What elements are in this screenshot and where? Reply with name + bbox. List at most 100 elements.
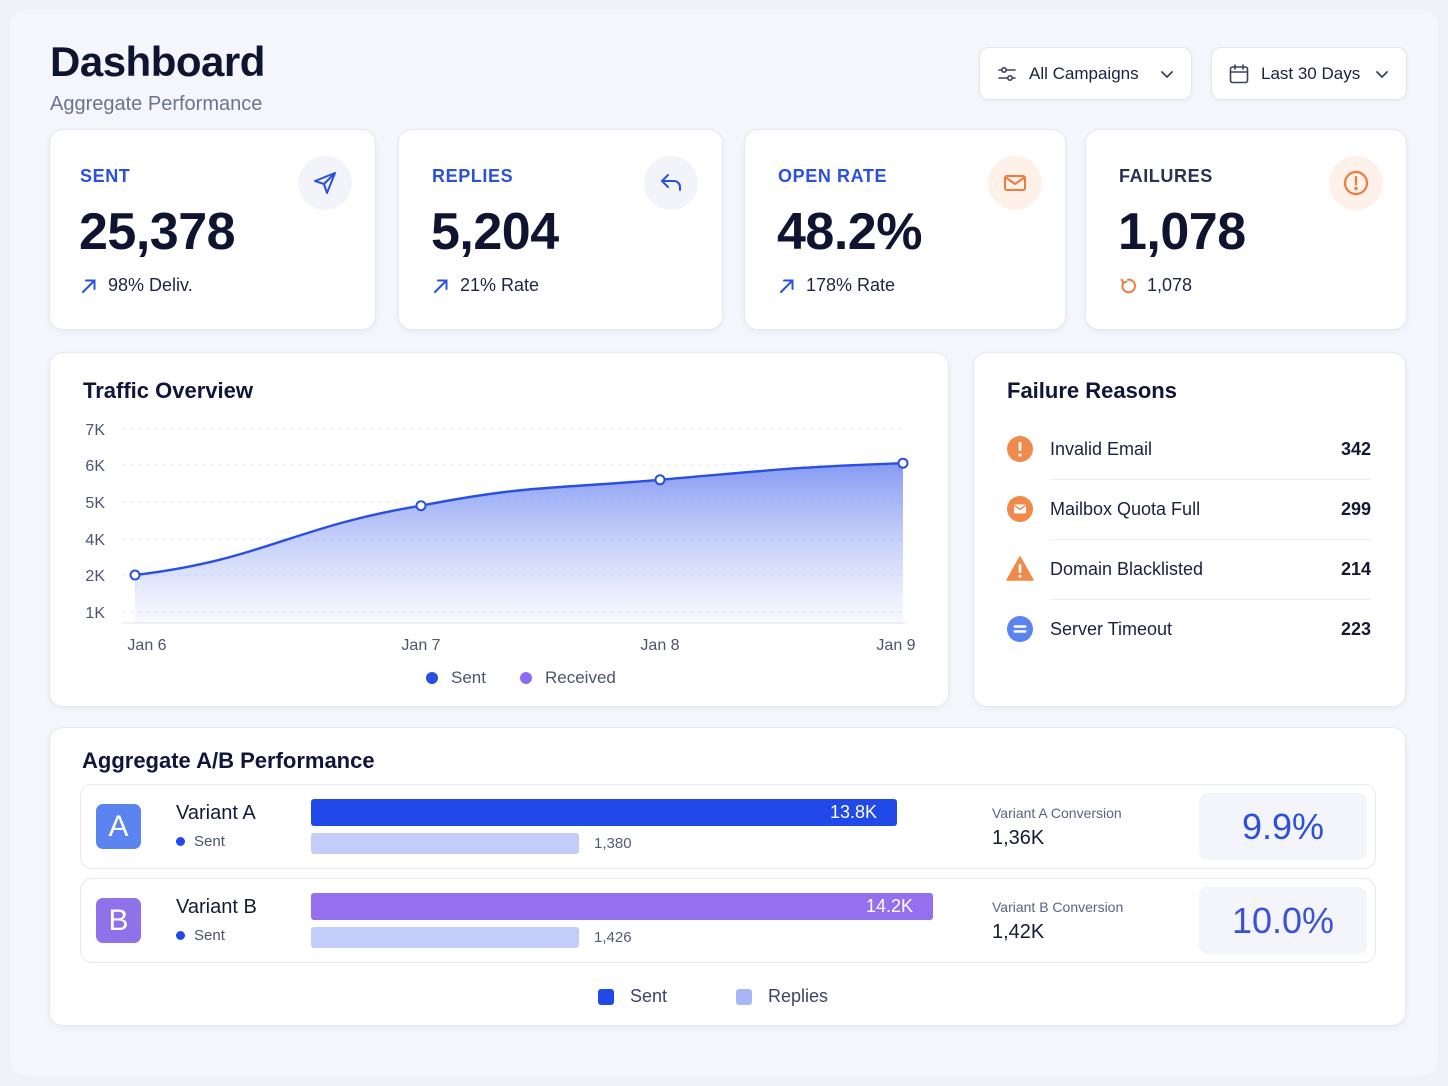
calendar-icon: [1228, 63, 1250, 85]
variant-sent-label: Sent: [194, 927, 225, 944]
stat-label: SENT: [80, 166, 131, 186]
replies-bar: [311, 833, 579, 854]
legend-label: Received: [545, 668, 616, 687]
stat-value: 48.2%: [777, 203, 922, 261]
failure-row-domain-blacklisted[interactable]: Domain Blacklisted 214: [1006, 539, 1371, 599]
y-tick-label: 7K: [85, 422, 105, 439]
failure-row-mailbox-quota[interactable]: Mailbox Quota Full 299: [1006, 479, 1371, 539]
y-tick-label: 2K: [85, 568, 105, 585]
conversion-label: Variant A Conversion: [992, 805, 1122, 821]
x-tick-label: Jan 8: [640, 637, 679, 654]
sent-bar-label: 14.2K: [865, 896, 913, 916]
stat-card-replies: REPLIES 5,204 21% Rate: [398, 129, 723, 330]
x-tick-label: Jan 6: [127, 637, 166, 654]
failure-label: Server Timeout: [1050, 618, 1173, 639]
refresh-icon: [1119, 277, 1137, 295]
failure-count: 342: [1340, 438, 1371, 459]
arrow-up-right-icon: [432, 277, 450, 295]
failure-count: 299: [1340, 498, 1371, 519]
alert-icon: [1329, 156, 1383, 210]
variant-sent-label: Sent: [194, 833, 225, 850]
traffic-chart: 1K 2K 4K 5K 6K 7K Jan 6 Jan 7 Jan 8 Jan 9: [85, 422, 915, 654]
divider: [1050, 479, 1371, 480]
conversion-rate: 9.9%: [1199, 793, 1367, 860]
y-tick-label: 5K: [85, 495, 105, 512]
legend-dot: [520, 672, 532, 684]
stat-value: 25,378: [79, 203, 236, 261]
stat-sub: 98% Deliv.: [80, 275, 193, 296]
variant-sent-tag: Sent: [176, 833, 225, 850]
sent-bar: 14.2K: [311, 893, 933, 920]
legend-label: Sent: [630, 986, 668, 1006]
legend-label: Replies: [768, 986, 829, 1006]
page-title: Dashboard: [50, 38, 265, 85]
variant-sent-tag: Sent: [176, 927, 225, 944]
campaign-filter-dropdown[interactable]: All Campaigns: [979, 47, 1192, 100]
page-subtitle: Aggregate Performance: [50, 93, 263, 115]
variant-row-a[interactable]: A Variant A Sent 13.8K 1,380 Variant A C…: [80, 784, 1376, 869]
legend-item-received: Received: [520, 668, 616, 688]
conversion-value: 1,36K: [992, 827, 1045, 849]
divider: [1050, 539, 1371, 540]
send-icon: [298, 156, 352, 210]
stat-label: OPEN RATE: [778, 166, 888, 186]
y-tick-label: 4K: [85, 532, 105, 549]
exclamation-circle-icon: [1006, 435, 1034, 463]
ab-performance-card: Aggregate A/B Performance A Variant A Se…: [49, 727, 1406, 1026]
failure-reasons-card: Failure Reasons Invalid Email 342 Mailbo…: [973, 352, 1406, 707]
traffic-overview-card: Traffic Overview 1K 2K 4K 5K 6K 7K Jan 6 Jan 7 J…: [49, 352, 949, 707]
stat-label: REPLIES: [432, 166, 514, 186]
legend-item-replies: Replies: [736, 986, 828, 1007]
legend-label: Sent: [451, 668, 486, 687]
date-range-label: Last 30 Days: [1261, 63, 1361, 83]
card-title: Traffic Overview: [83, 378, 253, 403]
divider: [1050, 599, 1371, 600]
card-title: Failure Reasons: [1007, 378, 1177, 403]
stat-sub-text: 98% Deliv.: [108, 275, 193, 295]
failure-row-server-timeout[interactable]: Server Timeout 223: [1006, 599, 1371, 659]
replies-bar-label: 1,380: [594, 835, 632, 852]
failure-count: 223: [1340, 618, 1371, 639]
variant-name: Variant A: [176, 802, 256, 824]
variant-badge: A: [96, 804, 141, 849]
arrow-up-right-icon: [80, 277, 98, 295]
stat-sub-text: 21% Rate: [460, 275, 540, 295]
variant-row-b[interactable]: B Variant B Sent 14.2K 1,426 Variant B C…: [80, 878, 1376, 963]
legend-dot: [426, 672, 438, 684]
sent-area: [135, 463, 903, 623]
mailbox-icon: [1006, 495, 1034, 523]
mail-icon: [988, 156, 1042, 210]
arrow-up-right-icon: [778, 277, 796, 295]
chevron-down-icon: [1374, 66, 1390, 82]
failure-row-invalid-email[interactable]: Invalid Email 342: [1006, 419, 1371, 479]
filter-sliders-icon: [996, 63, 1018, 85]
x-tick-label: Jan 7: [401, 637, 440, 654]
legend-swatch: [598, 988, 614, 1005]
stat-card-sent: SENT 25,378 98% Deliv.: [49, 129, 376, 330]
stat-sub: 1,078: [1119, 275, 1192, 296]
stat-sub: 178% Rate: [778, 275, 895, 296]
sent-point: [129, 569, 141, 581]
conversion-label: Variant B Conversion: [992, 899, 1124, 915]
failure-count: 214: [1340, 558, 1371, 579]
stat-card-failures: FAILURES 1,078 1,078: [1085, 129, 1407, 330]
date-range-dropdown[interactable]: Last 30 Days: [1211, 47, 1407, 100]
conversion-value: 1,42K: [992, 921, 1045, 943]
sent-line: [134, 462, 904, 577]
failure-label: Domain Blacklisted: [1050, 558, 1204, 579]
replies-bar: [311, 927, 579, 948]
failure-label: Invalid Email: [1050, 438, 1153, 459]
stat-label: FAILURES: [1119, 166, 1213, 186]
stat-value: 1,078: [1118, 203, 1246, 261]
card-title: Aggregate A/B Performance: [82, 748, 375, 773]
legend-swatch: [736, 988, 752, 1005]
stat-sub-text: 178% Rate: [806, 275, 896, 295]
sent-bar: 13.8K: [311, 799, 897, 826]
sent-point: [897, 457, 909, 469]
y-tick-label: 1K: [85, 605, 105, 622]
timeout-icon: [1006, 615, 1034, 643]
y-tick-label: 6K: [85, 458, 105, 475]
legend-item-sent: Sent: [426, 668, 486, 688]
reply-icon: [644, 156, 698, 210]
stat-value: 5,204: [431, 203, 559, 261]
